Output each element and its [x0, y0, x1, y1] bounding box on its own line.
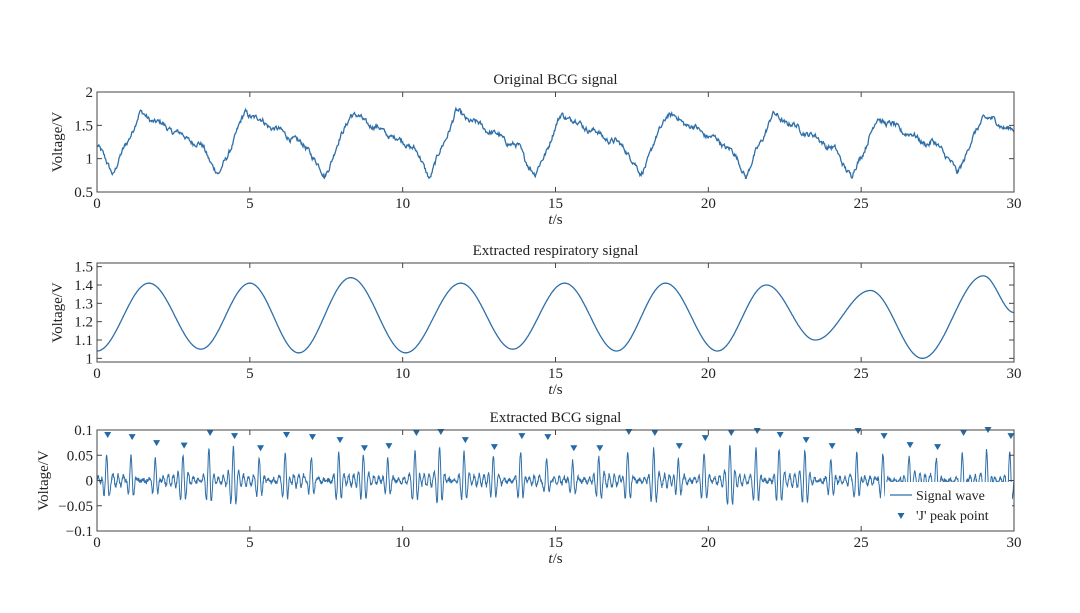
j-peak-marker [518, 433, 526, 440]
x-tick-label: 5 [246, 366, 254, 382]
x-axis-label: t/s [548, 551, 562, 567]
j-peak-marker [385, 443, 393, 450]
j-peak-marker [701, 435, 709, 442]
legend-marker-swatch [897, 513, 905, 519]
x-tick-label: 0 [93, 366, 101, 382]
x-tick-label: 20 [701, 535, 716, 551]
j-peak-marker [570, 445, 578, 452]
y-tick-label: 1 [86, 152, 94, 168]
j-peak-marker [153, 440, 161, 447]
j-peak-marker [934, 444, 942, 451]
j-peak-marker [651, 430, 659, 437]
x-tick-label: 20 [701, 196, 716, 212]
panel-2: Extracted respiratory signal 0 5 10 15 20 25 30… [50, 243, 1022, 398]
y-tick-label: 1.2 [74, 315, 93, 331]
series-line [96, 444, 1015, 506]
j-peak-marker [461, 437, 469, 444]
series-line [96, 106, 1015, 180]
j-peak-marker [960, 430, 968, 437]
y-tick-label: 0.5 [74, 185, 93, 201]
x-tick-label: 30 [1007, 535, 1022, 551]
x-tick-label: 15 [548, 196, 563, 212]
y-tick-label: −0.05 [58, 499, 93, 515]
x-tick-label: 10 [395, 196, 410, 212]
y-tick-label: 1.5 [74, 118, 93, 134]
x-tick-label: 25 [854, 196, 869, 212]
j-peak-marker [727, 430, 735, 437]
y-tick-label: 1.3 [74, 296, 93, 312]
j-peak-marker [753, 428, 761, 435]
x-tick-label: 25 [854, 366, 869, 382]
x-axis-label: t/s [548, 212, 562, 228]
j-peak-marker [308, 434, 316, 441]
y-tick-label: 0 [86, 474, 94, 490]
j-peak-marker [880, 433, 888, 440]
y-tick-label: 2 [86, 85, 94, 101]
j-peak-marker [180, 442, 188, 449]
j-peak-marker [1007, 433, 1015, 440]
x-tick-label: 0 [93, 535, 101, 551]
j-peak-marker [802, 437, 810, 444]
j-peak-marker [490, 444, 498, 451]
axes-box [96, 91, 1015, 193]
panel-1: Original BCG signal 0 5 10 15 20 25 30 0.5 1 1.5 2 t… [50, 72, 1022, 228]
y-axis-label: Voltage/V [50, 112, 66, 173]
panel-title: Extracted respiratory signal [473, 243, 639, 259]
j-peak-marker [544, 434, 552, 441]
axes-box [96, 262, 1015, 363]
j-peak-marker [412, 430, 420, 437]
y-tick-label: 0.05 [67, 448, 93, 464]
x-tick-label: 10 [395, 366, 410, 382]
j-peak-marker [336, 437, 344, 444]
j-peak-marker [128, 434, 136, 441]
j-peak-marker [360, 445, 368, 452]
j-peak-marker [828, 443, 836, 450]
x-tick-label: 10 [395, 535, 410, 551]
panel-title: Original BCG signal [493, 72, 617, 88]
j-peak-marker [437, 429, 445, 436]
legend: Signal wave 'J' peak point [885, 482, 1012, 529]
legend-label: Signal wave [916, 489, 985, 504]
j-peak-marker [283, 432, 291, 439]
x-tick-label: 15 [548, 366, 563, 382]
legend-label: 'J' peak point [916, 509, 989, 524]
panel-3: Extracted BCG signal 0 5 10 15 20 25 30 −0.1 −0.0… [36, 410, 1022, 567]
j-peak-marker [906, 442, 914, 449]
j-peak-marker [854, 428, 862, 435]
x-tick-label: 5 [246, 535, 254, 551]
x-tick-label: 5 [246, 196, 254, 212]
y-axis-label: Voltage/V [36, 450, 52, 511]
x-tick-label: 30 [1007, 196, 1022, 212]
x-tick-label: 25 [854, 535, 869, 551]
j-peak-marker [675, 443, 683, 450]
series-line [97, 275, 1015, 359]
legend-box [885, 482, 1012, 529]
j-peak-marker [596, 445, 604, 452]
j-peak-marker [206, 430, 214, 437]
y-tick-label: −0.1 [66, 524, 93, 540]
panel-title: Extracted BCG signal [490, 410, 622, 426]
y-tick-label: 1 [86, 351, 94, 367]
j-peak-marker [776, 432, 784, 439]
x-tick-label: 15 [548, 535, 563, 551]
y-tick-label: 1.1 [74, 333, 93, 349]
j-peak-marker [104, 432, 112, 439]
x-tick-label: 20 [701, 366, 716, 382]
x-tick-label: 0 [93, 196, 101, 212]
y-tick-label: 0.1 [74, 423, 93, 439]
y-tick-label: 1.5 [74, 260, 93, 276]
y-axis-label: Voltage/V [50, 282, 66, 343]
j-peak-marker [231, 433, 239, 440]
x-tick-label: 30 [1007, 366, 1022, 382]
y-tick-label: 1.4 [74, 278, 93, 294]
j-peak-marker [257, 445, 265, 452]
j-peak-marker [625, 429, 633, 436]
x-axis-label: t/s [548, 382, 562, 398]
